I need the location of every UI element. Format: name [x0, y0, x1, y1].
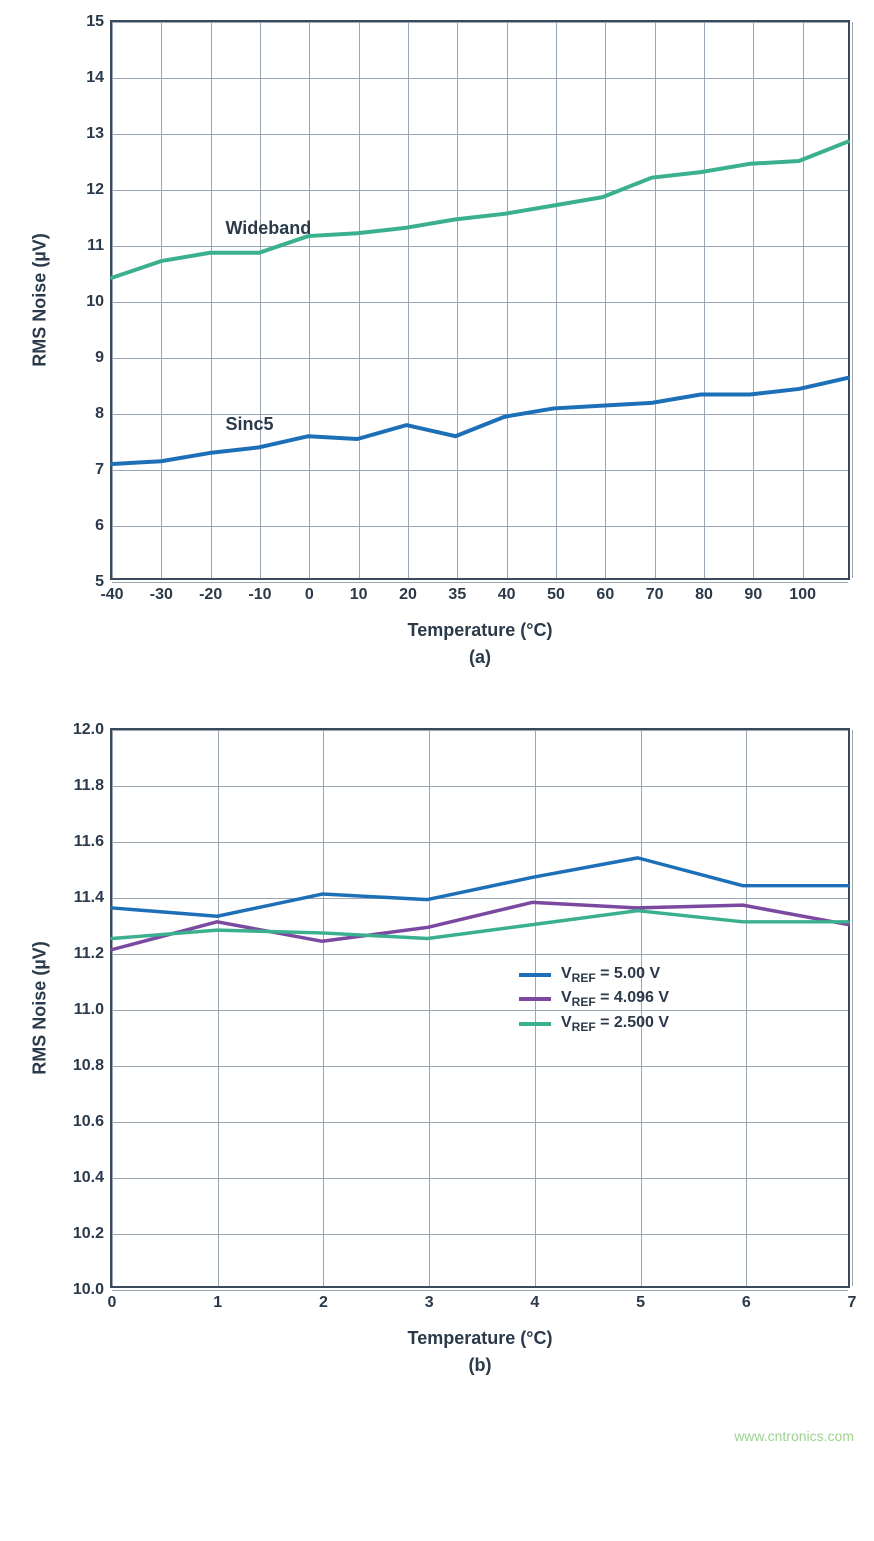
legend-label: VREF = 2.500 V — [561, 1014, 669, 1034]
chart-a-xtick: 70 — [646, 578, 664, 604]
chart-a-xtick: 90 — [744, 578, 762, 604]
legend-label: VREF = 5.00 V — [561, 965, 660, 985]
chart-a-xtick: 60 — [596, 578, 614, 604]
chart-a-ytick: 10 — [86, 293, 112, 311]
chart-b-ytick: 10.0 — [73, 1281, 112, 1299]
chart-b-xtick: 6 — [742, 1286, 751, 1312]
legend-item: VREF = 4.096 V — [519, 989, 669, 1009]
chart-b-svg — [112, 730, 848, 1286]
chart-a-plot-area: 56789101112131415-40-30-20-1001020354050… — [110, 20, 850, 580]
chart-b-ytick: 11.0 — [74, 1001, 112, 1019]
chart-a-xtick: 35 — [448, 578, 466, 604]
watermark: www.cntronics.com — [734, 1428, 854, 1444]
chart-a-xtick: -10 — [248, 578, 271, 604]
chart-a-svg — [112, 22, 848, 578]
chart-a-ytick: 6 — [95, 517, 112, 535]
chart-a-xlabel: Temperature (°C) — [110, 620, 850, 641]
chart-a-ytick: 15 — [86, 13, 112, 31]
legend-item: VREF = 2.500 V — [519, 1014, 669, 1034]
chart-b-xtick: 5 — [636, 1286, 645, 1312]
chart-b-plot-area: VREF = 5.00 V VREF = 4.096 V VREF = 2.500 … — [110, 728, 850, 1288]
chart-b-ytick: 11.8 — [74, 777, 112, 795]
chart-b-xtick: 1 — [213, 1286, 222, 1312]
chart-a-xtick: 80 — [695, 578, 713, 604]
chart-a-xtick: 0 — [305, 578, 314, 604]
chart-a-ytick: 12 — [86, 181, 112, 199]
chart-b-ytick: 10.8 — [73, 1057, 112, 1075]
chart-a-ytick: 13 — [86, 125, 112, 143]
chart-b-xtick: 7 — [848, 1286, 857, 1312]
chart-b-ytick: 11.6 — [74, 833, 112, 851]
chart-a-xtick: 100 — [789, 578, 816, 604]
chart-b-block: VREF = 5.00 V VREF = 4.096 V VREF = 2.500 … — [20, 728, 854, 1376]
chart-b-subfig-label: (b) — [110, 1355, 850, 1376]
chart-a-xtick: 20 — [399, 578, 417, 604]
chart-a-series-label: Wideband — [225, 218, 311, 239]
chart-b-xtick: 3 — [425, 1286, 434, 1312]
chart-a-xtick: -30 — [150, 578, 173, 604]
chart-b-ytick: 10.6 — [73, 1113, 112, 1131]
chart-b-ylabel: RMS Noise (µV) — [30, 941, 51, 1074]
chart-b-xlabel: Temperature (°C) — [110, 1328, 850, 1349]
chart-a-ytick: 7 — [95, 461, 112, 479]
chart-a-xtick: 40 — [498, 578, 516, 604]
chart-b-ytick: 11.2 — [74, 945, 112, 963]
chart-a-ytick: 9 — [95, 349, 112, 367]
chart-b-ytick: 11.4 — [74, 889, 112, 907]
chart-a-series-label: Sinc5 — [225, 414, 273, 435]
chart-b-ytick: 10.2 — [73, 1225, 112, 1243]
legend-item: VREF = 5.00 V — [519, 965, 669, 985]
chart-b-xtick: 0 — [108, 1286, 117, 1312]
chart-a-block: 56789101112131415-40-30-20-1001020354050… — [20, 20, 854, 668]
chart-a-xtick: -20 — [199, 578, 222, 604]
chart-b-ytick: 12.0 — [73, 721, 112, 739]
chart-a-xtick: -40 — [100, 578, 123, 604]
chart-b-xtick: 2 — [319, 1286, 328, 1312]
chart-a-ytick: 8 — [95, 405, 112, 423]
legend-label: VREF = 4.096 V — [561, 989, 669, 1009]
chart-a-ylabel: RMS Noise (µV) — [30, 233, 51, 366]
chart-a-ytick: 11 — [87, 237, 112, 255]
chart-a-subfig-label: (a) — [110, 647, 850, 668]
chart-b-ytick: 10.4 — [73, 1169, 112, 1187]
chart-b-legend: VREF = 5.00 V VREF = 4.096 V VREF = 2.500 … — [519, 965, 669, 1038]
chart-b-xtick: 4 — [530, 1286, 539, 1312]
chart-a-xtick: 10 — [350, 578, 368, 604]
chart-a-xtick: 50 — [547, 578, 565, 604]
chart-a-ytick: 14 — [86, 69, 112, 87]
